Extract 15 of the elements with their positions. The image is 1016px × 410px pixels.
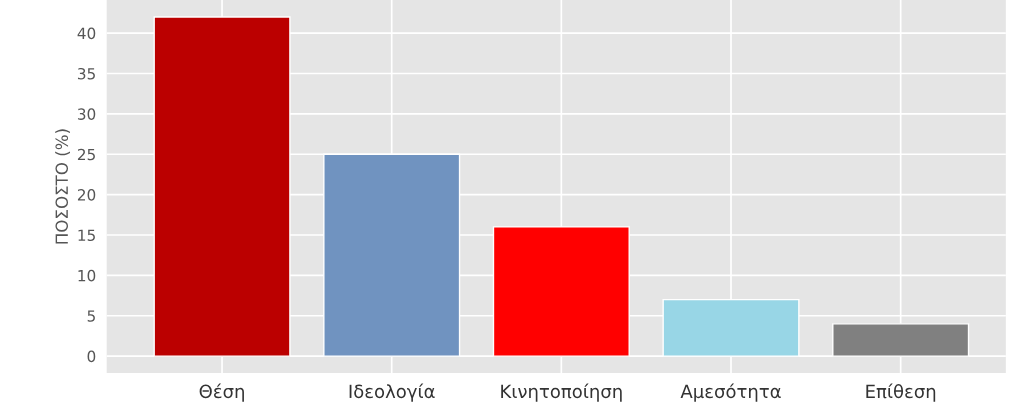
y-tick-label: 20 [77, 189, 96, 201]
y-tick-label: 10 [78, 269, 96, 282]
y-tick-label: 40 [77, 27, 96, 40]
y-tick-label: 35 [77, 67, 95, 80]
x-tick-label: Αμεσότητα [680, 383, 781, 402]
y-tick-label: 15 [78, 229, 95, 242]
x-tick-label: Ιδεολογία [349, 383, 435, 402]
y-tick-label: 0 [87, 350, 96, 363]
y-tick-label: 5 [87, 310, 95, 322]
x-tick-label: Κινητοποίηση [501, 383, 622, 402]
x-tick-label: Θέση [199, 383, 244, 402]
y-tick-label: 30 [77, 108, 96, 120]
y-tick-label: 25 [77, 148, 95, 161]
x-tick-label: Επίθεση [866, 383, 936, 402]
y-axis-title: ΠΟΣΟΣΤΟ (%) [55, 129, 70, 244]
